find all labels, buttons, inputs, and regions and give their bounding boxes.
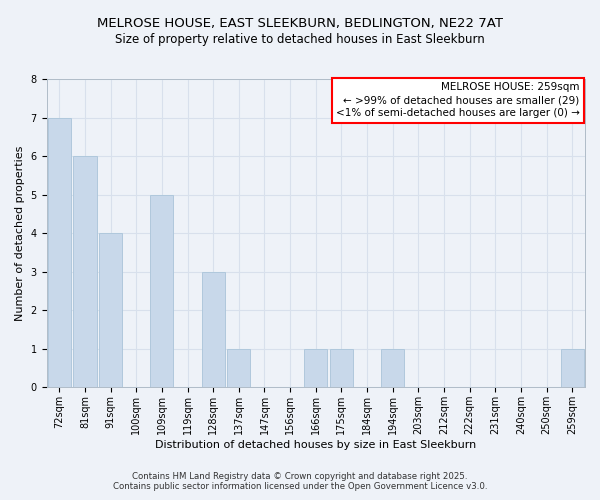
Text: MELROSE HOUSE: 259sqm
← >99% of detached houses are smaller (29)
<1% of semi-det: MELROSE HOUSE: 259sqm ← >99% of detached… — [336, 82, 580, 118]
Bar — [151, 194, 173, 388]
Bar — [560, 349, 584, 388]
Bar — [304, 349, 328, 388]
Bar — [381, 349, 404, 388]
Bar — [202, 272, 225, 388]
Bar — [48, 118, 71, 388]
Text: Size of property relative to detached houses in East Sleekburn: Size of property relative to detached ho… — [115, 32, 485, 46]
Text: MELROSE HOUSE, EAST SLEEKBURN, BEDLINGTON, NE22 7AT: MELROSE HOUSE, EAST SLEEKBURN, BEDLINGTO… — [97, 18, 503, 30]
Y-axis label: Number of detached properties: Number of detached properties — [15, 146, 25, 321]
Bar — [99, 233, 122, 388]
Text: Contains HM Land Registry data © Crown copyright and database right 2025.: Contains HM Land Registry data © Crown c… — [132, 472, 468, 481]
Bar — [73, 156, 97, 388]
Bar — [227, 349, 250, 388]
X-axis label: Distribution of detached houses by size in East Sleekburn: Distribution of detached houses by size … — [155, 440, 476, 450]
Text: Contains public sector information licensed under the Open Government Licence v3: Contains public sector information licen… — [113, 482, 487, 491]
Bar — [330, 349, 353, 388]
